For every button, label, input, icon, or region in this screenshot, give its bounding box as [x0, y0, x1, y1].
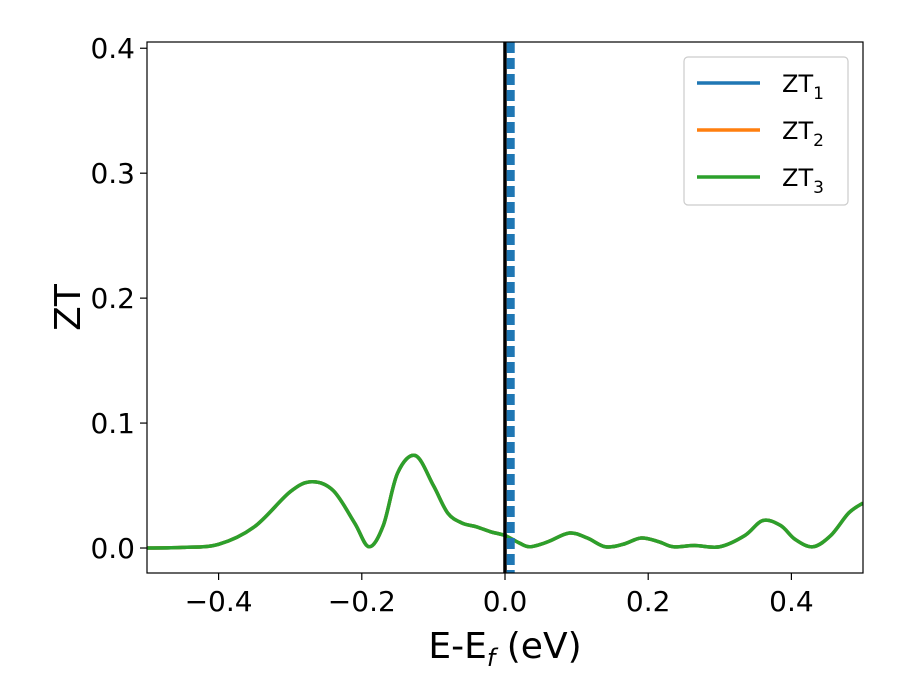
- legend-label-main: ZT: [782, 70, 813, 98]
- legend-label-3: ZT3: [782, 164, 824, 198]
- x-tick-label: −0.4: [185, 585, 253, 618]
- y-axis-title: ZT: [48, 283, 89, 331]
- x-tick-label: 0.0: [483, 585, 528, 618]
- x-tick-label: 0.2: [626, 585, 671, 618]
- series-line-3: [147, 453, 863, 550]
- x-axis-title-unit: (eV): [495, 626, 581, 667]
- y-tick-label: 0.3: [90, 157, 135, 190]
- y-tick-label: 0.0: [90, 532, 135, 565]
- y-tick-label: 0.4: [90, 32, 135, 65]
- x-tick-label: 0.4: [769, 585, 814, 618]
- legend-label-subscript: 1: [813, 84, 824, 104]
- series-group: [147, 42, 863, 573]
- legend-label-1: ZT1: [782, 70, 824, 104]
- y-tick-label: 0.1: [90, 407, 135, 440]
- legend-label-subscript: 2: [813, 131, 824, 151]
- legend-label-2: ZT2: [782, 117, 824, 151]
- legend-box: [683, 56, 849, 206]
- axes: −0.4 −0.2 0.0 0.2 0.4 0.0 0.1 0.2 0.3 0.4: [90, 32, 864, 618]
- plot-area: [147, 42, 863, 573]
- x-axis-title: E-Ef (eV): [428, 626, 581, 672]
- x-tick-label: −0.2: [328, 585, 396, 618]
- x-axis-title-main: E-E: [428, 626, 486, 667]
- y-tick-label: 0.2: [90, 282, 135, 315]
- legend-label-main: ZT: [782, 164, 813, 192]
- legend-label-subscript: 3: [813, 178, 824, 198]
- legend-label-main: ZT: [782, 117, 813, 145]
